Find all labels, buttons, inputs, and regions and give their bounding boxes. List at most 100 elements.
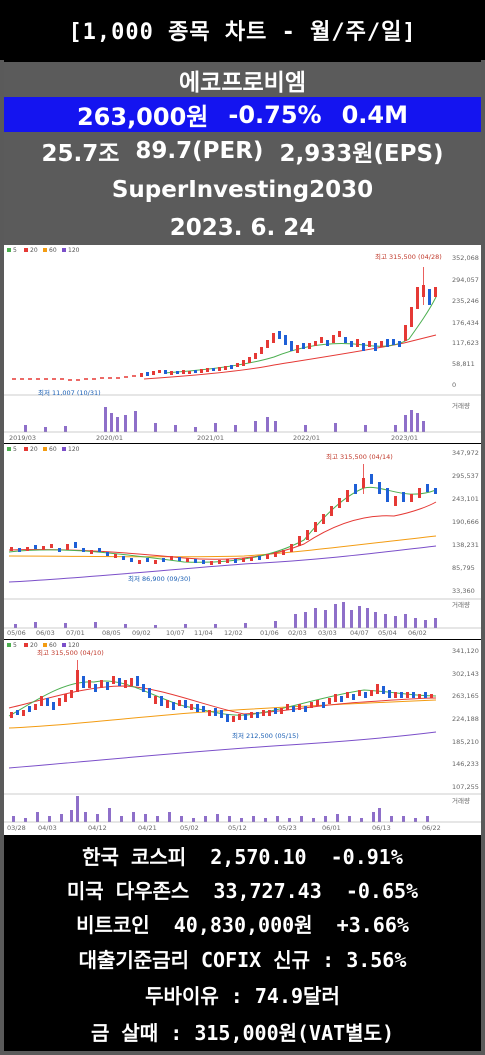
daily-date-axis: 03/28 04/03 04/12 04/21 05/02 05/12 05/2…	[7, 824, 441, 832]
svg-text:01/06: 01/06	[260, 629, 279, 637]
weekly-chart: 5 20 60 120	[4, 444, 481, 639]
svg-text:거래량: 거래량	[452, 600, 470, 609]
market-cofix: 대출기준금리 COFIX 신규 : 3.56%	[78, 947, 407, 972]
svg-text:04/21: 04/21	[138, 824, 157, 832]
daily-high-note: 최고 315,500 (04/10)	[37, 648, 104, 657]
legend-ma20: 20	[30, 247, 38, 254]
legend-ma120: 120	[68, 247, 80, 254]
weekly-price-axis: 347,972 295,537 243,101 190,666 138,231 …	[452, 449, 479, 609]
market-cap: 25.7조	[41, 141, 120, 167]
svg-text:224,188: 224,188	[452, 715, 479, 723]
svg-text:243,101: 243,101	[452, 495, 479, 503]
svg-text:05/12: 05/12	[228, 824, 247, 832]
current-price: 263,000원	[76, 103, 209, 131]
svg-text:352,068: 352,068	[452, 254, 479, 262]
svg-text:263,165: 263,165	[452, 692, 479, 700]
market-dubai-oil: 두바이유 : 74.9달러	[145, 983, 340, 1008]
svg-text:04/07: 04/07	[350, 629, 369, 637]
svg-text:04/03: 04/03	[38, 824, 57, 832]
svg-text:2022/01: 2022/01	[293, 434, 320, 442]
svg-text:05/23: 05/23	[278, 824, 297, 832]
svg-text:06/02: 06/02	[408, 629, 427, 637]
svg-text:295,537: 295,537	[452, 472, 479, 480]
svg-text:235,246: 235,246	[452, 297, 479, 305]
svg-text:10/07: 10/07	[166, 629, 185, 637]
svg-text:58,811: 58,811	[452, 360, 475, 368]
legend-ma60: 60	[49, 247, 57, 254]
svg-text:60: 60	[49, 446, 57, 453]
svg-text:04/12: 04/12	[88, 824, 107, 832]
svg-text:03/03: 03/03	[318, 629, 337, 637]
svg-text:20: 20	[30, 446, 38, 453]
market-dow: 미국 다우존스 33,727.43 -0.65%	[66, 878, 419, 903]
daily-low-note: 최저 212,500 (05/15)	[232, 731, 299, 740]
eps-value: 2,933원(EPS)	[279, 141, 444, 167]
svg-text:02/03: 02/03	[288, 629, 307, 637]
svg-text:12/02: 12/02	[224, 629, 243, 637]
svg-text:03/28: 03/28	[7, 824, 26, 832]
svg-text:176,434: 176,434	[452, 319, 479, 327]
svg-text:06/03: 06/03	[36, 629, 55, 637]
svg-text:302,143: 302,143	[452, 670, 479, 678]
svg-text:33,360: 33,360	[452, 587, 475, 595]
chart-date: 2023. 6. 24	[4, 210, 481, 245]
legend-ma5: 5	[13, 247, 17, 254]
svg-text:2023/01: 2023/01	[391, 434, 418, 442]
svg-text:06/22: 06/22	[422, 824, 441, 832]
svg-text:138,231: 138,231	[452, 541, 479, 549]
svg-text:09/02: 09/02	[132, 629, 151, 637]
svg-text:06/01: 06/01	[322, 824, 341, 832]
weekly-volume-bars	[14, 602, 437, 628]
svg-text:거래량: 거래량	[452, 796, 470, 805]
svg-text:5: 5	[13, 642, 17, 649]
weekly-date-axis: 05/06 06/03 07/01 08/05 09/02 10/07 11/0…	[7, 629, 427, 637]
monthly-high-note: 최고 315,500 (04/28)	[375, 252, 442, 261]
chart-legend: 5 20 60 120	[7, 247, 80, 254]
svg-text:05/04: 05/04	[378, 629, 397, 637]
chart-legend: 5 20 60 120	[7, 642, 80, 649]
page-title: [1,000 종목 차트 - 월/주/일]	[0, 0, 485, 60]
daily-candles	[10, 660, 433, 722]
market-kospi: 한국 코스피 2,570.10 -0.91%	[82, 844, 403, 869]
market-bitcoin: 비트코인 40,830,000원 +3.66%	[76, 912, 409, 937]
svg-text:0: 0	[452, 381, 456, 389]
svg-text:107,255: 107,255	[452, 783, 479, 791]
market-gold: 금 살때 : 315,000원(VAT별도)	[90, 1020, 395, 1045]
svg-text:117,623: 117,623	[452, 339, 479, 347]
svg-text:85,795: 85,795	[452, 564, 475, 572]
price-bar: 263,000원 -0.75% 0.4M	[4, 97, 481, 132]
monthly-chart-svg: 5 20 60 120	[4, 245, 481, 443]
monthly-volume-label: 거래량	[452, 401, 470, 410]
trade-volume: 0.4M	[341, 100, 409, 129]
weekly-high-note: 최고 315,500 (04/14)	[326, 452, 393, 461]
svg-text:5: 5	[13, 446, 17, 453]
daily-chart: 5 20 60 120	[4, 640, 481, 835]
price-change: -0.75%	[228, 100, 322, 129]
svg-text:146,233: 146,233	[452, 760, 479, 768]
svg-text:05/02: 05/02	[180, 824, 199, 832]
author-name: SuperInvesting2030	[4, 170, 481, 210]
daily-chart-svg: 5 20 60 120	[4, 642, 481, 832]
svg-text:08/05: 08/05	[102, 629, 121, 637]
svg-text:2019/03: 2019/03	[9, 434, 36, 442]
svg-text:11/04: 11/04	[194, 629, 213, 637]
monthly-candles	[12, 267, 437, 381]
svg-text:20: 20	[30, 642, 38, 649]
weekly-candles	[10, 464, 437, 565]
monthly-chart: 5 20 60 120	[4, 245, 481, 443]
svg-text:2020/01: 2020/01	[96, 434, 123, 442]
daily-price-axis: 341,120 302,143 263,165 224,188 185,210 …	[452, 647, 479, 805]
svg-text:07/01: 07/01	[66, 629, 85, 637]
svg-text:120: 120	[68, 642, 80, 649]
svg-text:120: 120	[68, 446, 80, 453]
per-value: 89.7(PER)	[135, 138, 264, 164]
stock-name: 에코프로비엠	[4, 62, 481, 97]
svg-text:294,057: 294,057	[452, 276, 479, 284]
svg-text:05/06: 05/06	[7, 629, 26, 637]
daily-volume-bars	[12, 796, 429, 822]
svg-text:190,666: 190,666	[452, 518, 479, 526]
weekly-low-note: 최저 86,900 (09/30)	[128, 574, 191, 583]
svg-text:60: 60	[49, 642, 57, 649]
svg-text:06/13: 06/13	[372, 824, 391, 832]
metrics-row: 25.7조 89.7(PER) 2,933원(EPS)	[4, 132, 481, 170]
